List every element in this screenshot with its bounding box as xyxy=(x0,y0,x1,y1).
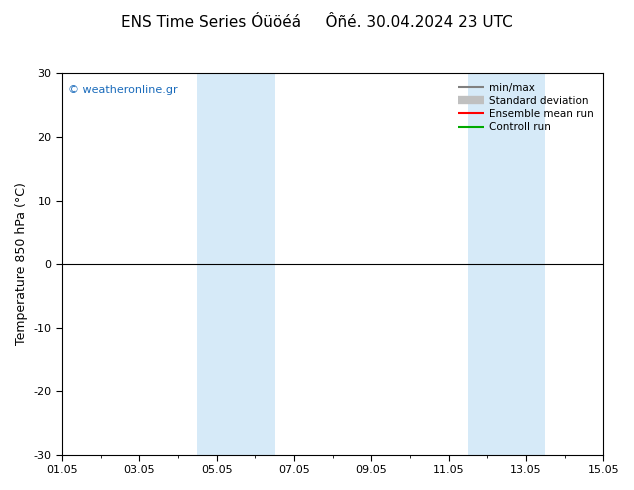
Y-axis label: Temperature 850 hPa (°C): Temperature 850 hPa (°C) xyxy=(15,183,28,345)
Bar xyxy=(197,74,275,455)
Text: © weatheronline.gr: © weatheronline.gr xyxy=(67,85,177,95)
Legend: min/max, Standard deviation, Ensemble mean run, Controll run: min/max, Standard deviation, Ensemble me… xyxy=(454,79,598,136)
Text: ENS Time Series Óüöéá     Ôñé. 30.04.2024 23 UTC: ENS Time Series Óüöéá Ôñé. 30.04.2024 23… xyxy=(121,15,513,30)
Bar xyxy=(468,74,545,455)
